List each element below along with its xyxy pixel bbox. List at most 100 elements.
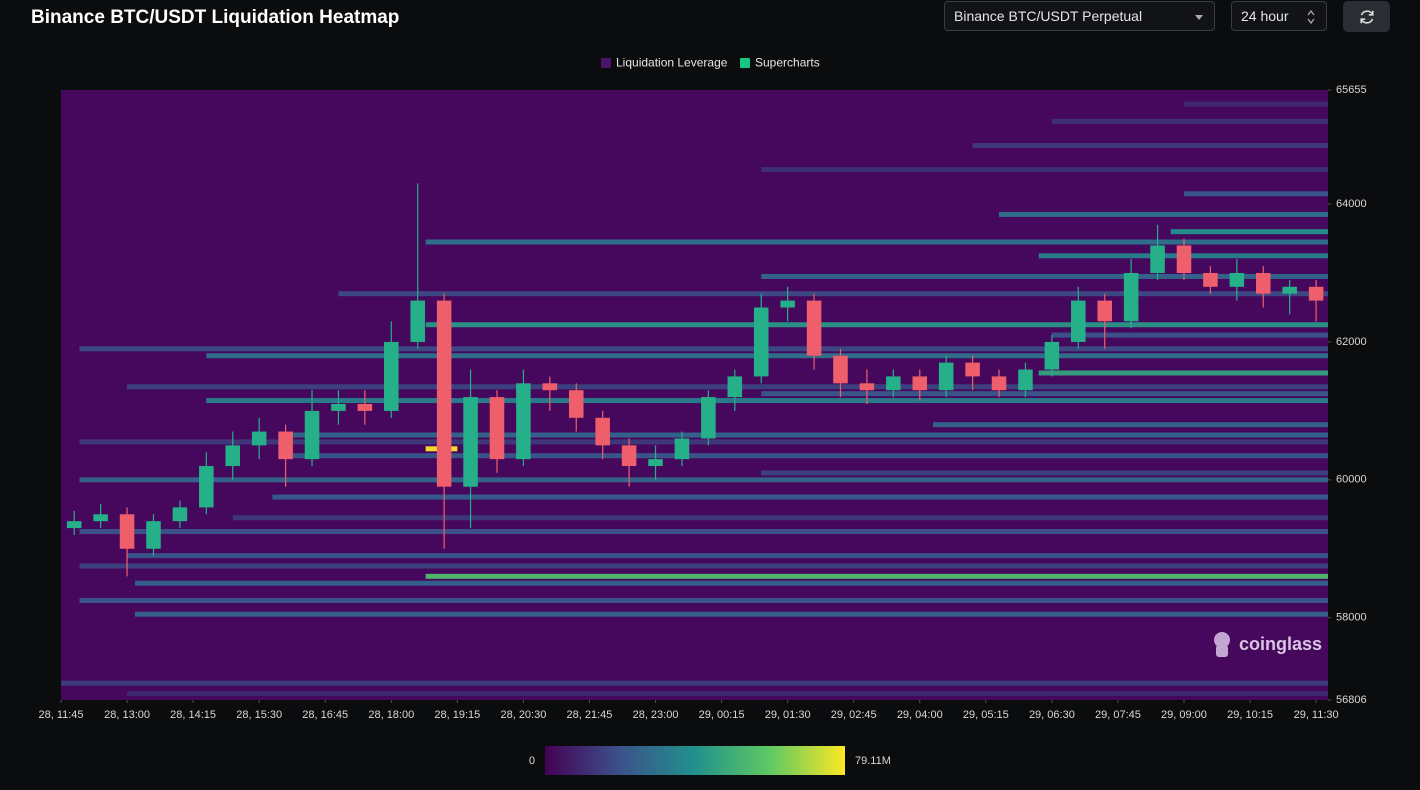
candle-body: [1097, 300, 1112, 322]
candle-body: [1071, 300, 1086, 342]
liquidation-level: [79, 563, 1329, 569]
candle-body: [1123, 273, 1139, 322]
liquidation-level: [127, 691, 1329, 697]
liquidation-level: [425, 573, 1328, 579]
liquidation-level: [232, 515, 1328, 521]
x-tick-label: 29, 05:15: [963, 709, 1009, 721]
y-tick-label: 60000: [1336, 474, 1367, 486]
period-select-text: 24 hour: [1241, 8, 1289, 24]
candle-body: [701, 397, 716, 439]
candle-body: [1282, 286, 1297, 294]
liquidation-level: [932, 422, 1328, 428]
candle-body: [1150, 245, 1165, 274]
y-tick-label: 65655: [1336, 84, 1367, 96]
candle-body: [859, 383, 875, 391]
liquidation-level: [425, 239, 1328, 245]
exchange-select-text: Binance BTC/USDT Perpetual: [954, 8, 1143, 24]
x-tick-label: 29, 02:45: [831, 709, 877, 721]
x-tick-label: 28, 16:45: [302, 709, 348, 721]
liquidation-level: [206, 398, 1328, 404]
liquidation-level: [425, 446, 458, 452]
liquidation-level: [79, 529, 1329, 535]
logo-head: [1214, 632, 1230, 648]
liquidation-level: [1183, 101, 1328, 107]
candle-body: [780, 300, 795, 308]
y-tick-label: 64000: [1336, 198, 1367, 210]
candle-body: [542, 383, 558, 391]
liquidation-level: [425, 322, 1328, 328]
liquidation-level: [79, 439, 1329, 445]
liquidation-level: [761, 391, 1328, 397]
liquidation-level: [1051, 118, 1328, 124]
x-tick-label: 28, 20:30: [500, 709, 546, 721]
candle-body: [806, 300, 822, 356]
logo-body: [1216, 645, 1228, 657]
candle-body: [463, 397, 478, 487]
liquidation-level: [1038, 253, 1328, 259]
refresh-button[interactable]: [1343, 1, 1390, 32]
candle-body: [172, 507, 188, 522]
candle-body: [674, 438, 690, 460]
legend-label: Liquidation Leverage: [616, 56, 728, 70]
x-tick-label: 29, 01:30: [765, 709, 811, 721]
y-tick-label: 56806: [1336, 694, 1367, 706]
x-tick-label: 29, 04:00: [897, 709, 943, 721]
liquidation-level: [127, 384, 1329, 390]
refresh-icon: [1359, 9, 1374, 24]
y-tick-label: 62000: [1336, 336, 1367, 348]
liquidation-level: [127, 553, 1329, 559]
candle-body: [93, 514, 108, 522]
candle-body: [912, 376, 928, 391]
y-tick-label: 58000: [1336, 612, 1367, 624]
candle-body: [965, 362, 980, 377]
candle-body: [66, 521, 82, 529]
candle-body: [1308, 286, 1324, 301]
candle-body: [146, 521, 161, 549]
candle-body: [278, 431, 293, 460]
candle-body: [251, 431, 267, 446]
spinner-caret: [1307, 10, 1315, 24]
x-tick-label: 28, 13:00: [104, 709, 150, 721]
plot-background: [61, 90, 1328, 700]
legend-label: Supercharts: [755, 56, 820, 70]
exchange-select[interactable]: Binance BTC/USDT Perpetual: [944, 1, 1215, 31]
colorbar-min-label: 0: [529, 755, 535, 767]
candle-body: [1176, 245, 1192, 274]
x-tick-label: 28, 14:15: [170, 709, 216, 721]
x-tick-label: 29, 06:30: [1029, 709, 1075, 721]
liquidation-level: [999, 211, 1328, 217]
liquidation-level: [61, 680, 1328, 686]
liquidation-level: [79, 477, 1329, 483]
x-tick-label: 29, 09:00: [1161, 709, 1207, 721]
x-tick-label: 28, 19:15: [434, 709, 480, 721]
colorbar: [545, 746, 845, 775]
candle-body: [753, 307, 769, 377]
candle-body: [833, 355, 848, 384]
x-tick-label: 28, 18:00: [368, 709, 414, 721]
watermark: coinglass: [1239, 634, 1322, 654]
liquidation-level: [761, 470, 1328, 476]
candle-body: [516, 383, 531, 460]
liquidation-level: [134, 611, 1329, 617]
x-tick-label: 29, 11:30: [1294, 709, 1339, 721]
candle-body: [225, 445, 241, 467]
candle-body: [331, 403, 346, 411]
x-tick-label: 28, 21:45: [567, 709, 613, 721]
candle-body: [436, 300, 452, 487]
liquidation-level: [1038, 370, 1328, 376]
page-title: Binance BTC/USDT Liquidation Heatmap: [31, 7, 400, 28]
liquidation-level: [134, 580, 1329, 586]
candle-body: [938, 362, 954, 391]
candle-body: [568, 390, 584, 418]
period-select[interactable]: 24 hour: [1231, 1, 1327, 31]
candle-body: [304, 410, 320, 460]
x-tick-label: 28, 23:00: [633, 709, 679, 721]
liquidation-level: [206, 353, 1328, 359]
liquidation-level: [1051, 332, 1328, 338]
liquidation-level: [1170, 229, 1328, 235]
liquidation-level: [79, 346, 1329, 352]
x-tick-label: 28, 11:45: [38, 709, 83, 721]
liquidation-level: [285, 432, 1329, 438]
